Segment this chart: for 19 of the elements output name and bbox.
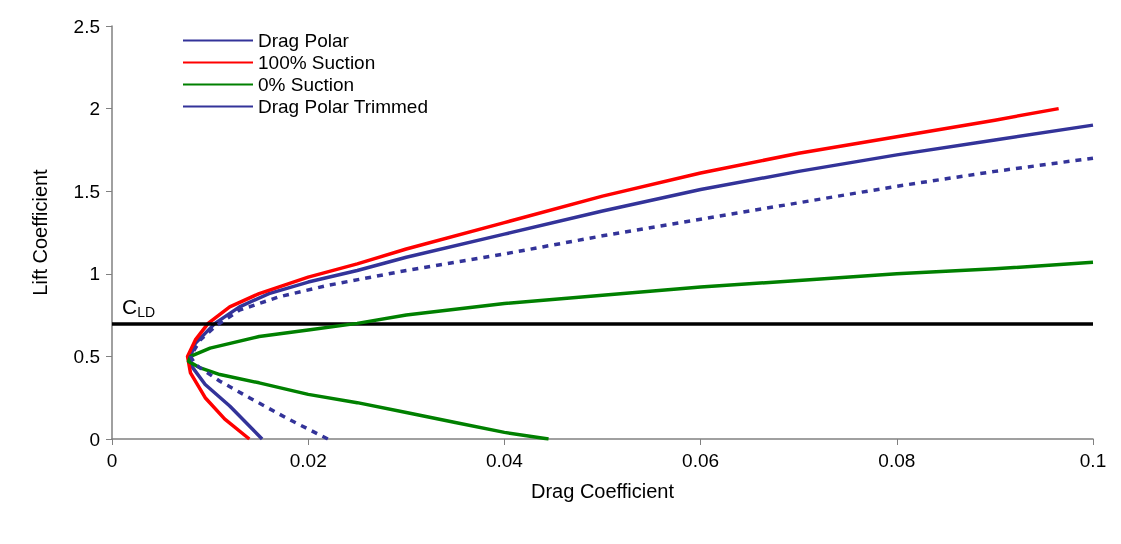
y-tick-label: 2 [89, 98, 100, 120]
y-tick-label: 1.5 [73, 180, 100, 202]
y-tick-label: 0.5 [73, 345, 100, 367]
line-series [186, 260, 1095, 441]
y-axis-title: Lift Coefficient [29, 168, 51, 296]
x-axis-title: Drag Coefficient [530, 480, 675, 502]
x-tick-label: 0.1 [1079, 450, 1107, 471]
x-tick-label: 0.04 [485, 450, 524, 471]
x-tick-label: 0 [106, 450, 118, 471]
legend-label: Drag Polar Trimmed [258, 96, 428, 117]
y-tick-label: 0 [89, 428, 100, 450]
x-tick-label: 0.06 [682, 450, 720, 471]
x-tick-label: 0.08 [878, 450, 916, 471]
legend-label: 100% Suction [258, 52, 376, 73]
legend-label: 0% Suction [258, 74, 355, 95]
legend-label: Drag Polar [258, 30, 350, 51]
y-tick-label: 2.5 [73, 15, 100, 37]
y-tick-label: 1 [89, 263, 100, 285]
x-tick-label: 0.02 [289, 450, 327, 471]
